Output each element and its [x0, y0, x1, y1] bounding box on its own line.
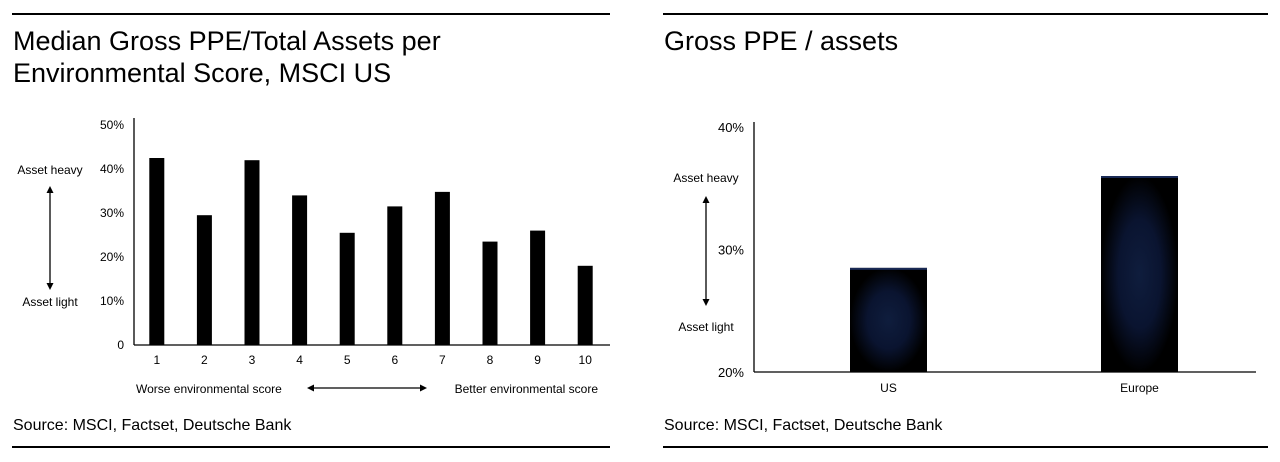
bar-3 [244, 160, 260, 345]
chart-panel-right: Gross PPE / assets 20% 30% 40% US Europe Asse… [650, 0, 1280, 462]
y-tick-label: 40% [100, 162, 124, 176]
x-tick-label: 9 [534, 353, 541, 367]
x-annotation-arrow-head-left [307, 384, 314, 392]
y-tick-label: 20% [100, 250, 124, 264]
x-annotation-arrow-head-right [420, 384, 427, 392]
bar-10 [577, 265, 593, 345]
chart-panel-left: Median Gross PPE/Total Assets per Enviro… [0, 0, 620, 462]
bar-5 [339, 232, 355, 345]
x-tick-label: 3 [249, 353, 256, 367]
y-annotation-asset-heavy: Asset heavy [673, 171, 738, 185]
x-tick-label: Europe [1120, 381, 1159, 395]
y-tick-label: 30% [100, 206, 124, 220]
bar-6 [387, 206, 403, 345]
y-annotation-asset-light: Asset light [678, 320, 734, 334]
x-tick-label: 8 [487, 353, 494, 367]
x-tick-label: 6 [391, 353, 398, 367]
y-annotation-arrow-head-down [46, 283, 54, 290]
y-tick-label: 50% [100, 118, 124, 132]
bar-europe [1101, 176, 1178, 372]
source-note: Source: MSCI, Factset, Deutsche Bank [664, 417, 943, 434]
y-annotation-asset-heavy: Asset heavy [17, 163, 82, 177]
chart-title: Gross PPE / assets [664, 26, 899, 56]
x-tick-label: US [880, 381, 897, 395]
bar-chart-msci-us: 0 10% 20% 30% 40% 50% 1 2 3 4 5 6 7 8 9 10 Asset heavy As… [17, 118, 610, 396]
bar-4 [292, 195, 308, 345]
x-tick-label: 4 [296, 353, 303, 367]
bar-us [850, 267, 927, 372]
y-annotation-arrow-head-up [702, 196, 710, 203]
bottom-rule [12, 446, 610, 448]
source-note: Source: MSCI, Factset, Deutsche Bank [13, 417, 292, 434]
bar-chart-us-europe: 20% 30% 40% US Europe Asset heavy Asset light [673, 120, 1256, 395]
bar-top-edge [850, 267, 927, 270]
x-tick-label: 1 [153, 353, 160, 367]
y-annotation-arrow-head-down [702, 299, 710, 306]
y-tick-label: 30% [718, 243, 744, 258]
top-rule [12, 13, 610, 15]
y-annotation-asset-light: Asset light [22, 295, 78, 309]
top-rule [663, 13, 1268, 15]
bar-2 [196, 215, 212, 345]
x-tick-label: 7 [439, 353, 446, 367]
chart-title-line-1: Median Gross PPE/Total Assets per [13, 26, 441, 56]
y-tick-label: 0 [117, 338, 124, 352]
bar-9 [530, 230, 546, 345]
y-tick-label: 20% [718, 365, 744, 380]
x-annotation-worse: Worse environmental score [136, 382, 282, 396]
x-tick-label: 10 [579, 353, 593, 367]
y-tick-label: 10% [100, 294, 124, 308]
x-annotation-better: Better environmental score [455, 382, 599, 396]
bottom-rule [663, 446, 1268, 448]
y-tick-label: 40% [718, 120, 744, 135]
chart-title-line-2: Environmental Score, MSCI US [13, 58, 392, 88]
x-tick-label: 5 [344, 353, 351, 367]
chart-title: Median Gross PPE/Total Assets per Enviro… [13, 25, 441, 89]
bar-top-edge [1101, 176, 1178, 178]
bar-7 [434, 191, 450, 345]
bar-8 [482, 241, 498, 345]
x-tick-label: 2 [201, 353, 208, 367]
y-annotation-arrow-head-up [46, 186, 54, 193]
bar-1 [149, 158, 165, 345]
